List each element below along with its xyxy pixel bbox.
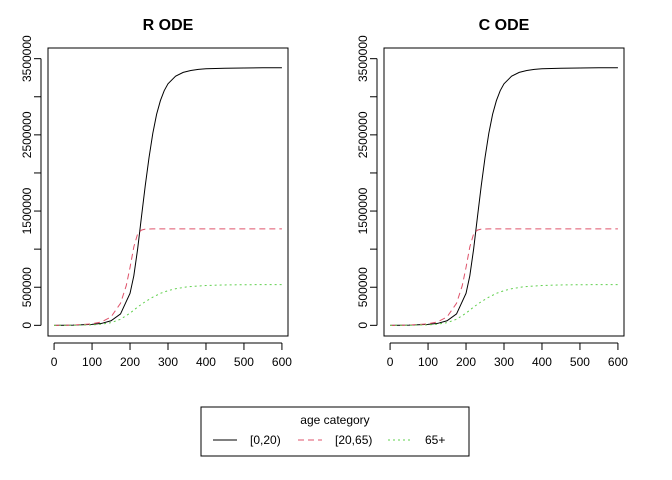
x-tick-label: 200 <box>120 355 140 369</box>
y-tick-label: 0 <box>356 322 370 329</box>
x-tick-label: 600 <box>608 355 628 369</box>
y-tick-label: 1500000 <box>356 187 370 234</box>
y-tick-label: 2500000 <box>20 111 34 158</box>
y-axis: 0 500000 1500000 2500000 3500000 <box>20 35 42 329</box>
legend-label: [20,65) <box>335 433 372 447</box>
panel-r-ode: R ODE 0 100 200 300 400 500 600 0 500000 1500000… <box>20 17 292 369</box>
y-tick-label: 0 <box>20 322 34 329</box>
legend: age category [0,20) [20,65) 65+ <box>200 406 470 457</box>
series-line <box>390 67 618 326</box>
legend-box <box>200 406 470 457</box>
y-tick-label: 500000 <box>20 267 34 307</box>
x-tick-label: 100 <box>418 355 438 369</box>
x-tick-label: 500 <box>570 355 590 369</box>
series-line <box>390 284 618 326</box>
legend-entry: [0,20) <box>213 433 281 447</box>
x-tick-label: 300 <box>158 355 178 369</box>
x-axis: 0 100 200 300 400 500 600 <box>51 342 292 369</box>
x-tick-label: 0 <box>51 355 58 369</box>
legend-label: [0,20) <box>250 433 281 447</box>
series-line <box>390 228 618 326</box>
x-tick-label: 500 <box>234 355 254 369</box>
x-tick-label: 200 <box>456 355 476 369</box>
x-tick-label: 600 <box>272 355 292 369</box>
x-axis: 0 100 200 300 400 500 600 <box>387 342 628 369</box>
x-tick-label: 300 <box>494 355 514 369</box>
plot-marks <box>54 67 282 326</box>
legend-entry: 65+ <box>388 433 445 447</box>
panel-c-ode: C ODE 0 100 200 300 400 500 600 0 500000 1500000… <box>356 17 628 369</box>
y-tick-label: 1500000 <box>20 187 34 234</box>
series-line <box>54 67 282 326</box>
x-tick-label: 100 <box>82 355 102 369</box>
y-tick-label: 3500000 <box>20 35 34 82</box>
series-line <box>54 228 282 326</box>
chart-title: R ODE <box>143 17 194 34</box>
plot-marks <box>390 67 618 326</box>
plot-frame <box>47 47 289 337</box>
plot-frame <box>383 47 625 337</box>
series-line <box>54 284 282 326</box>
legend-entry: [20,65) <box>298 433 372 447</box>
legend-label: 65+ <box>425 433 445 447</box>
y-tick-label: 2500000 <box>356 111 370 158</box>
chart-title: C ODE <box>479 17 530 34</box>
legend-title: age category <box>300 413 369 427</box>
x-tick-label: 0 <box>387 355 394 369</box>
y-tick-label: 3500000 <box>356 35 370 82</box>
y-axis: 0 500000 1500000 2500000 3500000 <box>356 35 378 329</box>
y-tick-label: 500000 <box>356 267 370 307</box>
x-tick-label: 400 <box>532 355 552 369</box>
x-tick-label: 400 <box>196 355 216 369</box>
